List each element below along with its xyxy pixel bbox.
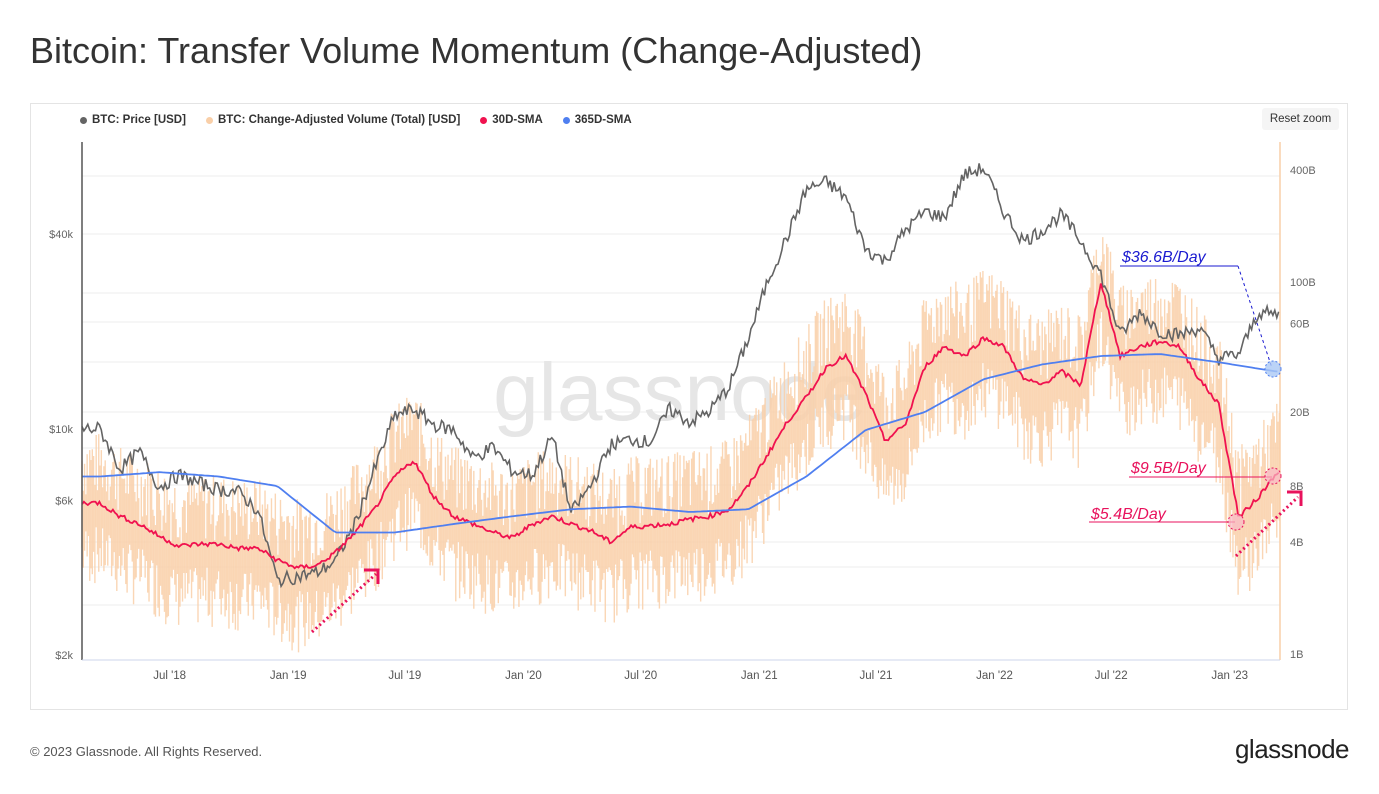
y-right-tick-label: 100B (1290, 277, 1316, 289)
y-right-tick-label: 1B (1290, 649, 1303, 661)
x-tick-label: Jul '19 (388, 670, 421, 682)
copyright-text: © 2023 Glassnode. All Rights Reserved. (30, 744, 263, 759)
legend-price-marker (80, 116, 87, 124)
annotation-5-4b-marker (1227, 513, 1245, 531)
annotation-36-6b-leader (1237, 265, 1273, 369)
y-right-tick-label: 8B (1290, 481, 1303, 493)
trend-arrow-2023-head (1287, 490, 1303, 506)
x-tick-label: Jan '21 (741, 670, 778, 682)
x-tick-label: Jan '19 (270, 670, 307, 682)
price-line (81, 163, 1280, 589)
legend-sma365-label: 365D-SMA (574, 114, 632, 126)
legend-sma30-marker (480, 116, 488, 124)
trend-arrow-2019 (310, 572, 378, 634)
annotation-9-5b-marker (1264, 467, 1282, 485)
y-right-tick-label: 60B (1290, 318, 1310, 330)
x-tick-label: Jul '22 (1095, 670, 1128, 682)
y-left-tick-label: $10k (49, 424, 73, 436)
x-tick-label: Jan '23 (1211, 670, 1248, 682)
legend-sma365-marker (562, 116, 570, 124)
annotation-36-6b: $36.6B/Day (1121, 249, 1207, 266)
x-tick-label: Jan '22 (976, 670, 1013, 682)
x-tick-label: Jan '20 (505, 670, 542, 682)
y-right-tick-label: 400B (1290, 165, 1316, 177)
sma30-line (81, 283, 1280, 570)
axes: $2k $6k $10k $40k 1B 4B 8B 20B 60B 100B 400B Jul '1… (49, 142, 1316, 682)
chart-legend: BTC: Price [USD] BTC: Change-Adjusted Vo… (80, 114, 632, 126)
annotation-9-5b: $9.5B/Day (1130, 460, 1207, 477)
sma365-line (82, 353, 1278, 534)
annotation-5-4b: $5.4B/Day (1090, 506, 1167, 523)
chart-frame (30, 103, 1348, 710)
legend-item-sma30[interactable]: 30D-SMA (480, 114, 543, 126)
trend-arrow-2023 (1234, 495, 1300, 558)
legend-sma30-label: 30D-SMA (492, 114, 543, 126)
legend-price-label: BTC: Price [USD] (92, 114, 186, 126)
y-left-tick-label: $6k (55, 496, 73, 508)
annotations: $36.6B/Day $9.5B/Day $5.4B/Day (310, 249, 1303, 634)
y-right-tick-label: 20B (1290, 407, 1310, 419)
annotation-36-6b-marker (1264, 360, 1282, 378)
legend-volume-marker (205, 116, 213, 124)
x-tick-label: Jul '20 (624, 670, 657, 682)
x-tick-label: Jul '21 (859, 670, 892, 682)
legend-item-volume[interactable]: BTC: Change-Adjusted Volume (Total) [USD… (205, 114, 461, 126)
brand-logo: glassnode (1234, 734, 1350, 764)
reset-zoom-button[interactable]: Reset zoom (1262, 108, 1339, 130)
page-title: Bitcoin: Transfer Volume Momentum (Chang… (30, 30, 923, 71)
y-right-tick-label: 4B (1290, 537, 1303, 549)
x-tick-label: Jul '18 (153, 670, 186, 682)
trend-arrow-2019-head (364, 568, 380, 584)
legend-item-price[interactable]: BTC: Price [USD] (80, 114, 186, 126)
y-left-tick-label: $40k (49, 229, 73, 241)
legend-item-sma365[interactable]: 365D-SMA (562, 114, 632, 126)
legend-volume-label: BTC: Change-Adjusted Volume (Total) [USD… (217, 114, 461, 126)
y-left-tick-label: $2k (55, 650, 73, 662)
volume-bars (81, 237, 1281, 653)
series-lines (81, 163, 1280, 589)
